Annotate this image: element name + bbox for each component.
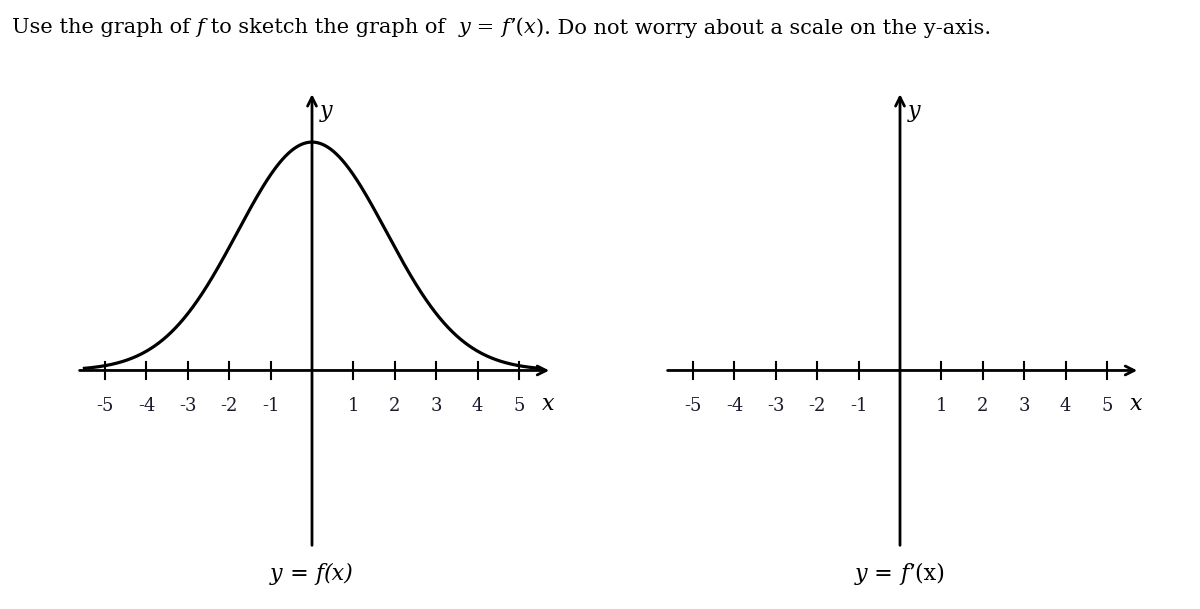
Text: -5: -5 bbox=[684, 397, 702, 415]
Text: -3: -3 bbox=[179, 397, 197, 415]
Text: x: x bbox=[523, 18, 535, 37]
Text: y: y bbox=[907, 100, 920, 122]
Text: =: = bbox=[868, 563, 900, 585]
Text: -1: -1 bbox=[262, 397, 280, 415]
Text: 3: 3 bbox=[1019, 397, 1030, 415]
Text: y: y bbox=[854, 563, 868, 585]
Text: (x): (x) bbox=[324, 563, 354, 585]
Text: f: f bbox=[197, 18, 204, 37]
Text: to sketch the graph of: to sketch the graph of bbox=[204, 18, 458, 37]
Text: -3: -3 bbox=[767, 397, 785, 415]
Text: -5: -5 bbox=[96, 397, 114, 415]
Text: -2: -2 bbox=[809, 397, 826, 415]
Text: ’(: ’( bbox=[509, 18, 523, 37]
Text: 2: 2 bbox=[389, 397, 401, 415]
Text: =: = bbox=[470, 18, 502, 37]
Text: 3: 3 bbox=[431, 397, 442, 415]
Text: =: = bbox=[283, 563, 316, 585]
Text: x: x bbox=[1130, 393, 1142, 415]
Text: f: f bbox=[900, 563, 908, 585]
Text: 5: 5 bbox=[1102, 397, 1112, 415]
Text: y: y bbox=[319, 100, 332, 122]
Text: y: y bbox=[270, 563, 283, 585]
Text: f: f bbox=[316, 563, 324, 585]
Text: -2: -2 bbox=[221, 397, 238, 415]
Text: -4: -4 bbox=[726, 397, 743, 415]
Text: x: x bbox=[542, 393, 554, 415]
Text: y: y bbox=[458, 18, 470, 37]
Text: 2: 2 bbox=[977, 397, 989, 415]
Text: 4: 4 bbox=[472, 397, 484, 415]
Text: Use the graph of: Use the graph of bbox=[12, 18, 197, 37]
Text: 1: 1 bbox=[348, 397, 359, 415]
Text: f: f bbox=[502, 18, 509, 37]
Text: ’(x): ’(x) bbox=[908, 563, 946, 585]
Text: 4: 4 bbox=[1060, 397, 1072, 415]
Text: ). Do not worry about a scale on the y-axis.: ). Do not worry about a scale on the y-a… bbox=[535, 18, 991, 38]
Text: -4: -4 bbox=[138, 397, 155, 415]
Text: 1: 1 bbox=[936, 397, 947, 415]
Text: 5: 5 bbox=[514, 397, 524, 415]
Text: -1: -1 bbox=[850, 397, 868, 415]
